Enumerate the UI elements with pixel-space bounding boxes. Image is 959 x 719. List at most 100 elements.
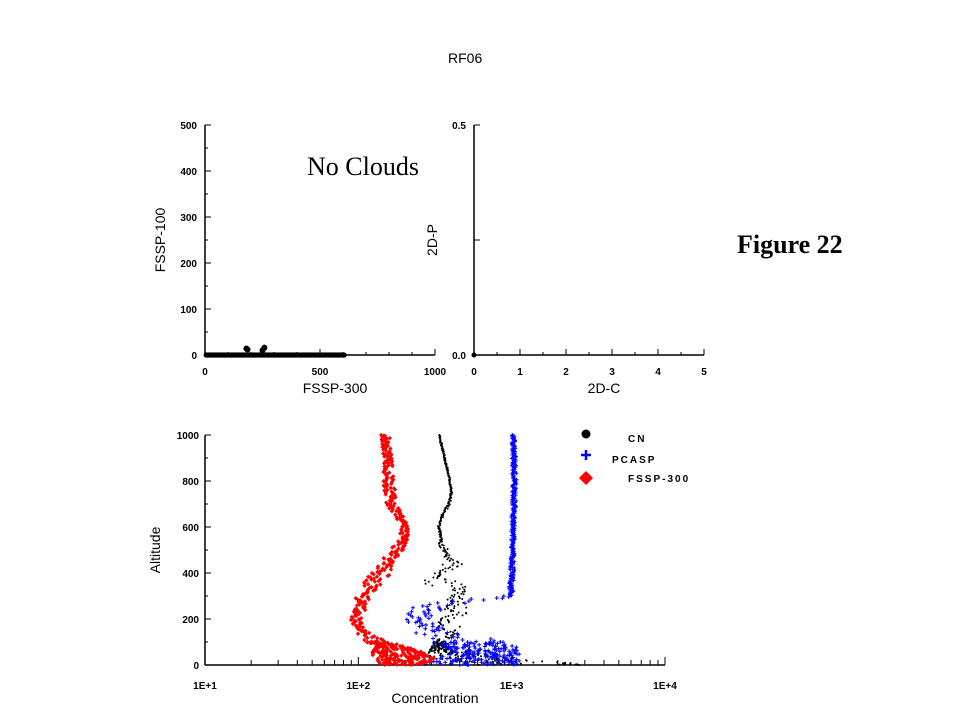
pcasp-point [420,603,425,608]
fssp-300-point [397,644,403,649]
cn-point [446,598,449,601]
profile-y-tick-label: 200 [182,615,199,626]
cn-point [436,638,439,641]
fssp-300-point [370,650,375,655]
fssp-300-point [387,655,393,661]
fssp-300-point [378,576,383,582]
fssp-300-point [373,586,378,591]
fssp-x-tick-label: 500 [312,367,329,378]
fssp-300-point [365,594,371,600]
pcasp-point [501,594,506,599]
cn-point [451,568,454,571]
cn-point [444,615,447,618]
twod-x-label: 2D-C [588,380,621,396]
cn-point [433,649,436,652]
fssp-300-point [394,548,399,554]
cn-point [429,654,432,657]
fssp-x-tick-label: 1000 [424,367,447,378]
pcasp-point [514,498,519,503]
pcasp-point [406,619,411,624]
fssp-300-point [388,556,393,562]
cn-point [453,607,456,610]
pcasp-point [510,661,515,666]
pcasp-point [502,642,507,647]
cn-point [442,624,445,627]
pcasp-point [483,641,488,646]
pcasp-point [443,660,448,665]
fssp-300-point [353,623,358,628]
fssp-300-point [399,662,405,667]
pcasp-point [452,649,457,654]
fssp-300-point [389,452,394,457]
cn-point [460,583,463,586]
fssp-300-point [410,656,416,661]
cn-point [454,629,457,632]
pcasp-point [456,657,461,662]
pcasp-point [486,648,491,653]
pcasp-point [509,653,514,658]
fssp-300-point [382,464,387,469]
pcasp-point [510,440,515,445]
fssp-300-point [365,635,370,641]
pcasp-point [406,611,411,616]
pcasp-point [438,661,443,666]
pcasp-point [455,631,460,636]
fssp-point [341,352,347,358]
pcasp-point [502,653,507,658]
fssp-300-point [382,567,387,573]
fssp-300-point [369,635,375,640]
pcasp-point [461,652,466,657]
fssp-300-point [371,634,377,639]
pcasp-point [492,646,497,651]
cn-point [442,546,445,549]
cn-point [451,613,454,616]
pcasp-point [441,639,446,644]
fssp-300-point [400,648,405,654]
pcasp-point [445,630,450,635]
fssp-x-tick-label: 0 [202,367,208,378]
pcasp-point [445,603,450,608]
pcasp-point [500,658,505,663]
fssp-300-point [398,531,403,536]
fssp-y-tick-label: 200 [180,259,197,270]
pcasp-point [404,617,409,622]
cn-point [460,563,463,566]
profile-x-tick-label: 1E+3 [500,681,524,692]
cn-point [439,652,442,655]
cn-point [438,638,441,641]
pcasp-point [515,662,520,667]
cn-point [447,469,450,472]
fssp-300-point [400,643,405,649]
pcasp-point [426,607,431,612]
pcasp-point [422,632,427,637]
fssp-300-point [394,662,400,667]
fssp-300-point [391,486,397,491]
pcasp-point [472,652,477,657]
fssp-300-point [374,583,379,588]
pcasp-point [426,616,431,621]
fssp-300-point [375,636,380,641]
cn-point [447,636,450,639]
fssp-300-point [362,637,367,643]
fssp-300-point [425,653,430,658]
cn-point [431,584,434,587]
pcasp-point [495,641,500,646]
pcasp-point [410,605,415,610]
cn-point [424,579,427,582]
fssp-300-point [360,628,366,633]
cn-point [443,548,446,551]
legend-fssp-300-label: FSSP-300 [628,474,690,485]
fssp-300-point [349,614,355,620]
pcasp-point [420,623,425,628]
cn-point [441,563,444,566]
pcasp-point [476,651,481,656]
pcasp-point [419,621,424,626]
pcasp-point [453,658,458,663]
pcasp-point [463,649,468,654]
pcasp-point [497,649,502,654]
fssp-300-point [378,653,383,659]
pcasp-point [490,643,495,648]
cn-point [453,616,456,619]
cn-point [451,564,454,567]
pcasp-point [496,646,501,651]
